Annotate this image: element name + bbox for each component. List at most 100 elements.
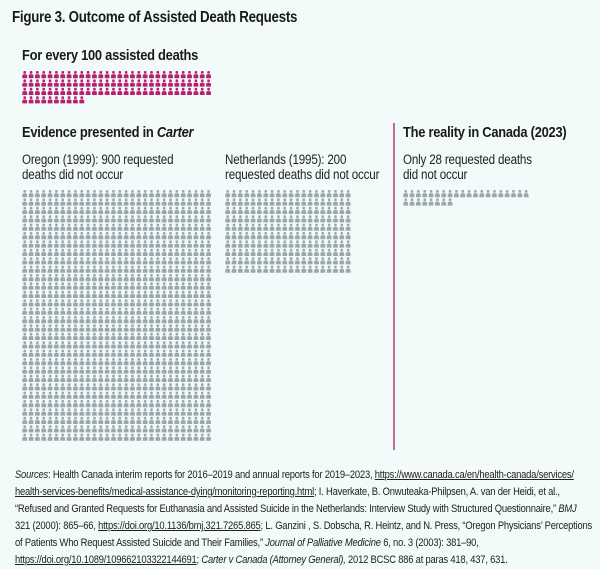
person-icon-unfulfilled	[47, 240, 53, 248]
person-icon-unfulfilled	[130, 416, 135, 424]
person-icon-unfulfilled	[174, 391, 180, 399]
person-icon-unfulfilled	[345, 206, 351, 214]
person-icon-assisted	[66, 96, 72, 104]
person-icon-unfulfilled	[180, 341, 186, 349]
person-icon-unfulfilled	[92, 240, 97, 248]
person-icon-unfulfilled	[92, 400, 97, 408]
person-icon-unfulfilled	[276, 240, 281, 248]
person-icon-unfulfilled	[180, 416, 186, 424]
person-icon-unfulfilled	[244, 257, 250, 265]
person-icon-unfulfilled	[22, 290, 28, 298]
person-icon-unfulfilled	[54, 416, 59, 424]
person-icon-unfulfilled	[339, 232, 345, 240]
bmj-doi-link[interactable]: https://doi.org/10.1136/bmj.321.7265.865	[98, 520, 261, 532]
person-icon-unfulfilled	[117, 341, 123, 349]
person-icon-unfulfilled	[123, 290, 129, 298]
person-icon-unfulfilled	[403, 198, 409, 206]
person-icon-unfulfilled	[60, 232, 66, 240]
person-icon-unfulfilled	[199, 190, 205, 198]
person-icon-unfulfilled	[85, 307, 91, 315]
person-icon-unfulfilled	[180, 215, 186, 223]
person-icon-unfulfilled	[161, 206, 167, 214]
person-icon-unfulfilled	[92, 366, 97, 374]
person-icon-unfulfilled	[187, 290, 192, 298]
health-canada-link-cont[interactable]: health-services-benefits/medical-assista…	[15, 486, 314, 498]
person-icon-unfulfilled	[257, 206, 262, 214]
person-icon-unfulfilled	[60, 206, 66, 214]
person-icon-unfulfilled	[41, 349, 47, 357]
person-icon-unfulfilled	[60, 383, 66, 391]
person-icon-unfulfilled	[66, 299, 72, 307]
person-icon-unfulfilled	[454, 190, 459, 198]
person-icon-unfulfilled	[155, 425, 161, 433]
person-icon-unfulfilled	[142, 383, 148, 391]
person-icon-unfulfilled	[142, 265, 148, 273]
person-icon-assisted	[142, 87, 148, 95]
baseline-label: For every 100 assisted deaths	[22, 47, 199, 64]
person-icon-unfulfilled	[111, 232, 116, 240]
person-icon-unfulfilled	[149, 324, 154, 332]
person-icon-unfulfilled	[123, 400, 129, 408]
person-icon-unfulfilled	[206, 358, 211, 366]
person-icon-unfulfilled	[199, 206, 205, 214]
oregon-label-line1: Oregon (1999): 900 requested	[22, 152, 174, 167]
person-icon-unfulfilled	[28, 366, 34, 374]
person-icon-unfulfilled	[168, 391, 173, 399]
person-icon-unfulfilled	[161, 248, 167, 256]
person-icon-unfulfilled	[104, 433, 110, 441]
person-icon-assisted	[130, 79, 135, 87]
person-icon-unfulfilled	[307, 248, 313, 256]
person-icon-unfulfilled	[73, 206, 78, 214]
person-icon-unfulfilled	[263, 257, 269, 265]
person-icon-unfulfilled	[28, 307, 34, 315]
person-icon-unfulfilled	[168, 232, 173, 240]
person-icon-unfulfilled	[98, 240, 104, 248]
person-icon-unfulfilled	[136, 433, 142, 441]
person-icon-unfulfilled	[168, 374, 173, 382]
person-icon-unfulfilled	[22, 349, 28, 357]
person-icon-unfulfilled	[187, 274, 192, 282]
person-icon-unfulfilled	[47, 408, 53, 416]
person-icon-unfulfilled	[269, 248, 275, 256]
person-icon-unfulfilled	[41, 307, 47, 315]
person-icon-unfulfilled	[288, 223, 294, 231]
person-icon-unfulfilled	[174, 400, 180, 408]
palliative-doi-link[interactable]: https://doi.org/10.1089/1096621033221446…	[15, 554, 197, 566]
person-icon-assisted	[79, 71, 85, 79]
person-icon-unfulfilled	[161, 316, 167, 324]
person-icon-unfulfilled	[339, 257, 345, 265]
person-icon-unfulfilled	[161, 274, 167, 282]
person-icon-unfulfilled	[92, 391, 97, 399]
person-icon-unfulfilled	[180, 232, 186, 240]
person-icon-unfulfilled	[60, 215, 66, 223]
person-icon-unfulfilled	[193, 299, 199, 307]
person-icon-unfulfilled	[104, 240, 110, 248]
person-icon-unfulfilled	[199, 240, 205, 248]
person-icon-unfulfilled	[117, 274, 123, 282]
person-icon-unfulfilled	[66, 232, 72, 240]
person-icon-unfulfilled	[54, 366, 59, 374]
person-icon-unfulfilled	[237, 265, 243, 273]
person-icon-unfulfilled	[136, 307, 142, 315]
person-icon-unfulfilled	[22, 391, 28, 399]
person-icon-unfulfilled	[206, 282, 211, 290]
person-icon-unfulfilled	[174, 257, 180, 265]
person-icon-unfulfilled	[168, 341, 173, 349]
person-icon-unfulfilled	[180, 198, 186, 206]
person-icon-unfulfilled	[85, 408, 91, 416]
person-icon-unfulfilled	[28, 316, 34, 324]
person-icon-unfulfilled	[339, 190, 345, 198]
person-icon-unfulfilled	[174, 232, 180, 240]
person-icon-unfulfilled	[79, 341, 85, 349]
person-icon-unfulfilled	[225, 257, 231, 265]
person-icon-unfulfilled	[104, 416, 110, 424]
person-icon-unfulfilled	[269, 265, 275, 273]
person-icon-unfulfilled	[326, 223, 332, 231]
person-icon-unfulfilled	[206, 349, 211, 357]
health-canada-link[interactable]: https://www.canada.ca/en/health-canada/s…	[374, 469, 574, 481]
person-icon-unfulfilled	[301, 232, 307, 240]
person-icon-unfulfilled	[41, 265, 47, 273]
person-icon-unfulfilled	[104, 408, 110, 416]
person-icon-unfulfilled	[174, 215, 180, 223]
person-icon-unfulfilled	[28, 274, 34, 282]
